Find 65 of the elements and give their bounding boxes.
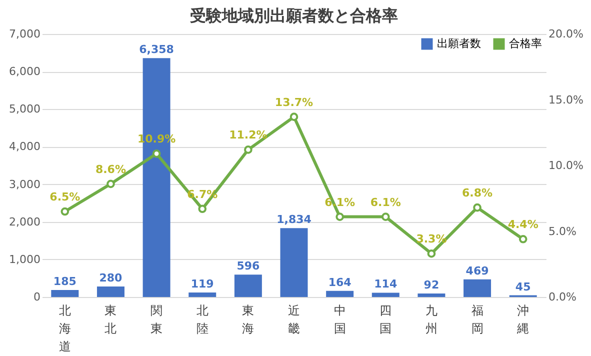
y2-tick-label: 20.0% [548,28,584,40]
data-label: 119 [190,278,214,291]
y2-tick-label: 0.0% [548,290,576,304]
y-tick-label: 2,000 [9,215,40,228]
y2-tick-label: 5.0% [548,224,576,238]
data-label: 6.5% [50,190,80,204]
point [290,112,298,121]
y-tick-label: 0 [34,290,40,304]
legend-label: 出願者数 [437,37,481,50]
x-tick-label: 九州 [425,304,438,336]
bar [326,290,354,297]
y2-tick-label: 15.0% [548,93,584,106]
data-label: 13.7% [274,96,314,109]
x-tick-label: 中国 [334,304,346,336]
y-tick-label: 7,000 [9,28,40,40]
bar [418,294,446,297]
point [427,249,436,258]
data-label: 92 [424,278,440,292]
bar [464,279,492,297]
data-label: 4.4% [508,218,538,232]
legend-label: 合格率 [509,37,542,50]
y-tick-label: 3,000 [9,178,40,191]
chart-title: 受験地域別出願者数と合格率 [189,6,398,25]
data-label: 45 [515,280,531,294]
bar [51,290,79,297]
data-label: 164 [328,276,352,289]
y-tick-label: 5,000 [9,102,40,116]
y2-tick-label: 10.0% [548,159,584,172]
data-label: 6,358 [139,43,174,56]
point [152,150,161,158]
bar [188,292,216,297]
bar [372,292,400,297]
point [336,212,344,221]
x-tick-label: 北海道 [58,304,71,354]
data-label: 1,834 [276,213,312,226]
data-label: 11.2% [229,128,268,142]
y-tick-label: 1,000 [9,252,40,266]
y-tick-label: 6,000 [9,65,40,78]
data-label: 8.6% [95,162,126,176]
data-label: 596 [236,260,260,273]
point [198,204,207,214]
point [244,146,252,154]
x-tick-label: 沖縄 [516,304,530,336]
bar [280,228,308,297]
x-tick-label: 福岡 [471,304,484,336]
x-tick-label: 北陸 [196,304,208,336]
x-tick-label: 関東 [150,304,163,336]
x-tick-label: 東北 [104,304,117,336]
x-tick-label: 近畿 [288,304,300,336]
point [60,207,70,216]
data-label: 6.1% [370,196,401,209]
bar [234,274,262,297]
bar [96,286,124,297]
point [381,212,390,221]
y-tick-label: 4,000 [9,140,40,154]
data-label: 6.8% [462,186,493,200]
data-label: 469 [466,264,489,278]
point [518,234,528,244]
data-label: 114 [374,278,398,291]
x-tick-label: 東海 [242,304,254,336]
x-tick-label: 四国 [380,304,392,336]
data-label: 185 [53,275,76,288]
point [473,203,482,212]
data-label: 280 [99,271,123,284]
point [106,180,115,188]
